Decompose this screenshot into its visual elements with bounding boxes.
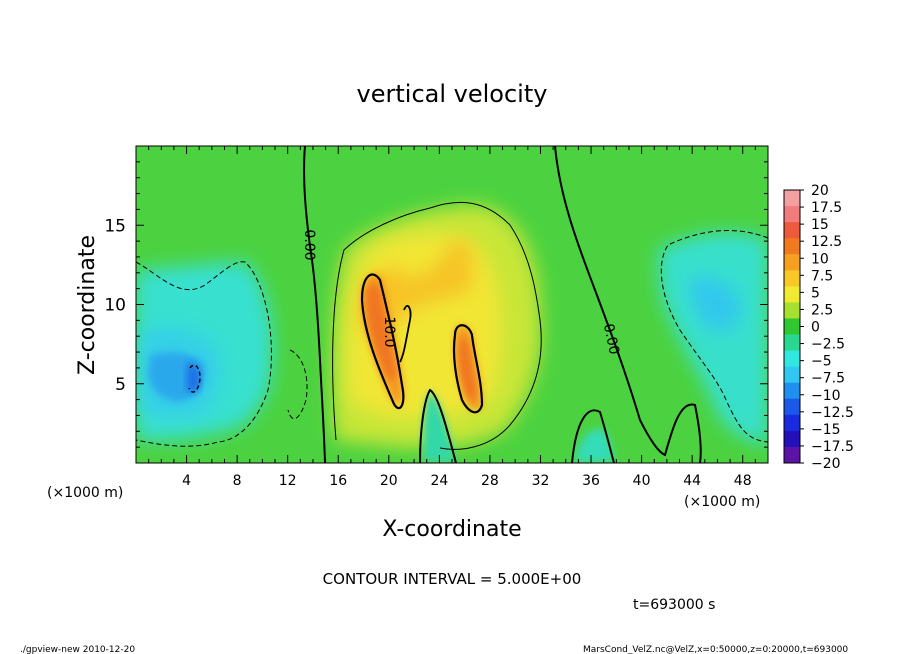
- colorbar-swatch: [784, 446, 800, 464]
- x-axis-ticks: 4 8 12 16 20 24 28 32 36 40 44 48: [148, 146, 756, 489]
- colorbar-label: −15: [811, 422, 841, 438]
- colorbar-swatch: [784, 318, 800, 336]
- y-axis-ticks: 5 10 15: [104, 161, 768, 448]
- heatmap-field: [136, 146, 768, 463]
- colorbar-swatch: [784, 190, 800, 207]
- x-axis-label: X-coordinate: [382, 517, 521, 542]
- colorbar-swatch: [784, 206, 800, 223]
- colorbar-swatch: [784, 366, 800, 384]
- colorbar-label: −12.5: [811, 405, 854, 421]
- colorbar-label: −17.5: [811, 439, 854, 455]
- colorbar-swatch: [784, 334, 800, 352]
- x-tick-label: 16: [329, 473, 347, 489]
- x-unit-right: (×1000 m): [684, 494, 760, 510]
- footer-left: ./gpview-new 2010-12-20: [20, 645, 135, 654]
- colorbar-label: 7.5: [811, 268, 833, 284]
- colorbar-swatch: [784, 238, 800, 255]
- colorbar-swatch: [784, 382, 800, 400]
- x-tick-label: 36: [582, 473, 600, 489]
- x-tick-label: 40: [633, 473, 651, 489]
- colorbar-label: 15: [811, 217, 829, 233]
- colorbar-label: 0: [811, 320, 820, 336]
- x-tick-label: 24: [430, 473, 448, 489]
- chart-title: vertical velocity: [357, 80, 548, 108]
- colorbar-label: −7.5: [811, 371, 845, 387]
- x-tick-label: 4: [182, 473, 191, 489]
- colorbar-swatch: [784, 286, 800, 303]
- colorbar-label: 5: [811, 285, 820, 301]
- x-tick-label: 12: [279, 473, 297, 489]
- x-tick-label: 28: [481, 473, 499, 489]
- colorbar-swatch: [784, 222, 800, 239]
- y-tick-label: 5: [115, 375, 126, 395]
- colorbar-label: −20: [811, 456, 841, 472]
- colorbar-label: 17.5: [811, 200, 842, 216]
- colorbar-swatch: [784, 350, 800, 368]
- colorbar-swatch: [784, 302, 800, 319]
- colorbar-swatch: [784, 430, 800, 448]
- x-unit-left: (×1000 m): [47, 485, 123, 501]
- colorbar-label: 20: [811, 183, 829, 199]
- x-tick-label: 48: [734, 473, 752, 489]
- x-tick-label: 44: [683, 473, 701, 489]
- colorbar-label: 12.5: [811, 234, 842, 250]
- y-axis-label: Z-coordinate: [75, 235, 100, 375]
- y-tick-label: 10: [104, 296, 126, 316]
- x-tick-label: 8: [233, 473, 242, 489]
- colorbar-swatch: [784, 254, 800, 271]
- footer-right: MarsCond_VelZ.nc@VelZ,x=0:50000,z=0:2000…: [583, 645, 848, 654]
- colorbar-label: −10: [811, 388, 841, 404]
- x-tick-label: 32: [532, 473, 550, 489]
- y-tick-label: 15: [104, 216, 126, 236]
- contour-interval: CONTOUR INTERVAL = 5.000E+00: [323, 570, 582, 588]
- colorbar-label: −2.5: [811, 337, 845, 353]
- contour-label: 0.00: [600, 322, 622, 356]
- colorbar-label: −5: [811, 354, 832, 370]
- colorbar-swatch: [784, 398, 800, 416]
- contour-label: 10.0: [381, 316, 397, 347]
- colorbar-swatch: [784, 270, 800, 287]
- time-label: t=693000 s: [633, 597, 715, 613]
- colorbar-label: 2.5: [811, 302, 833, 318]
- x-tick-label: 20: [380, 473, 398, 489]
- contour-label: 0.00: [301, 229, 317, 260]
- colorbar-label: 10: [811, 251, 829, 267]
- colorbar-swatch: [784, 414, 800, 432]
